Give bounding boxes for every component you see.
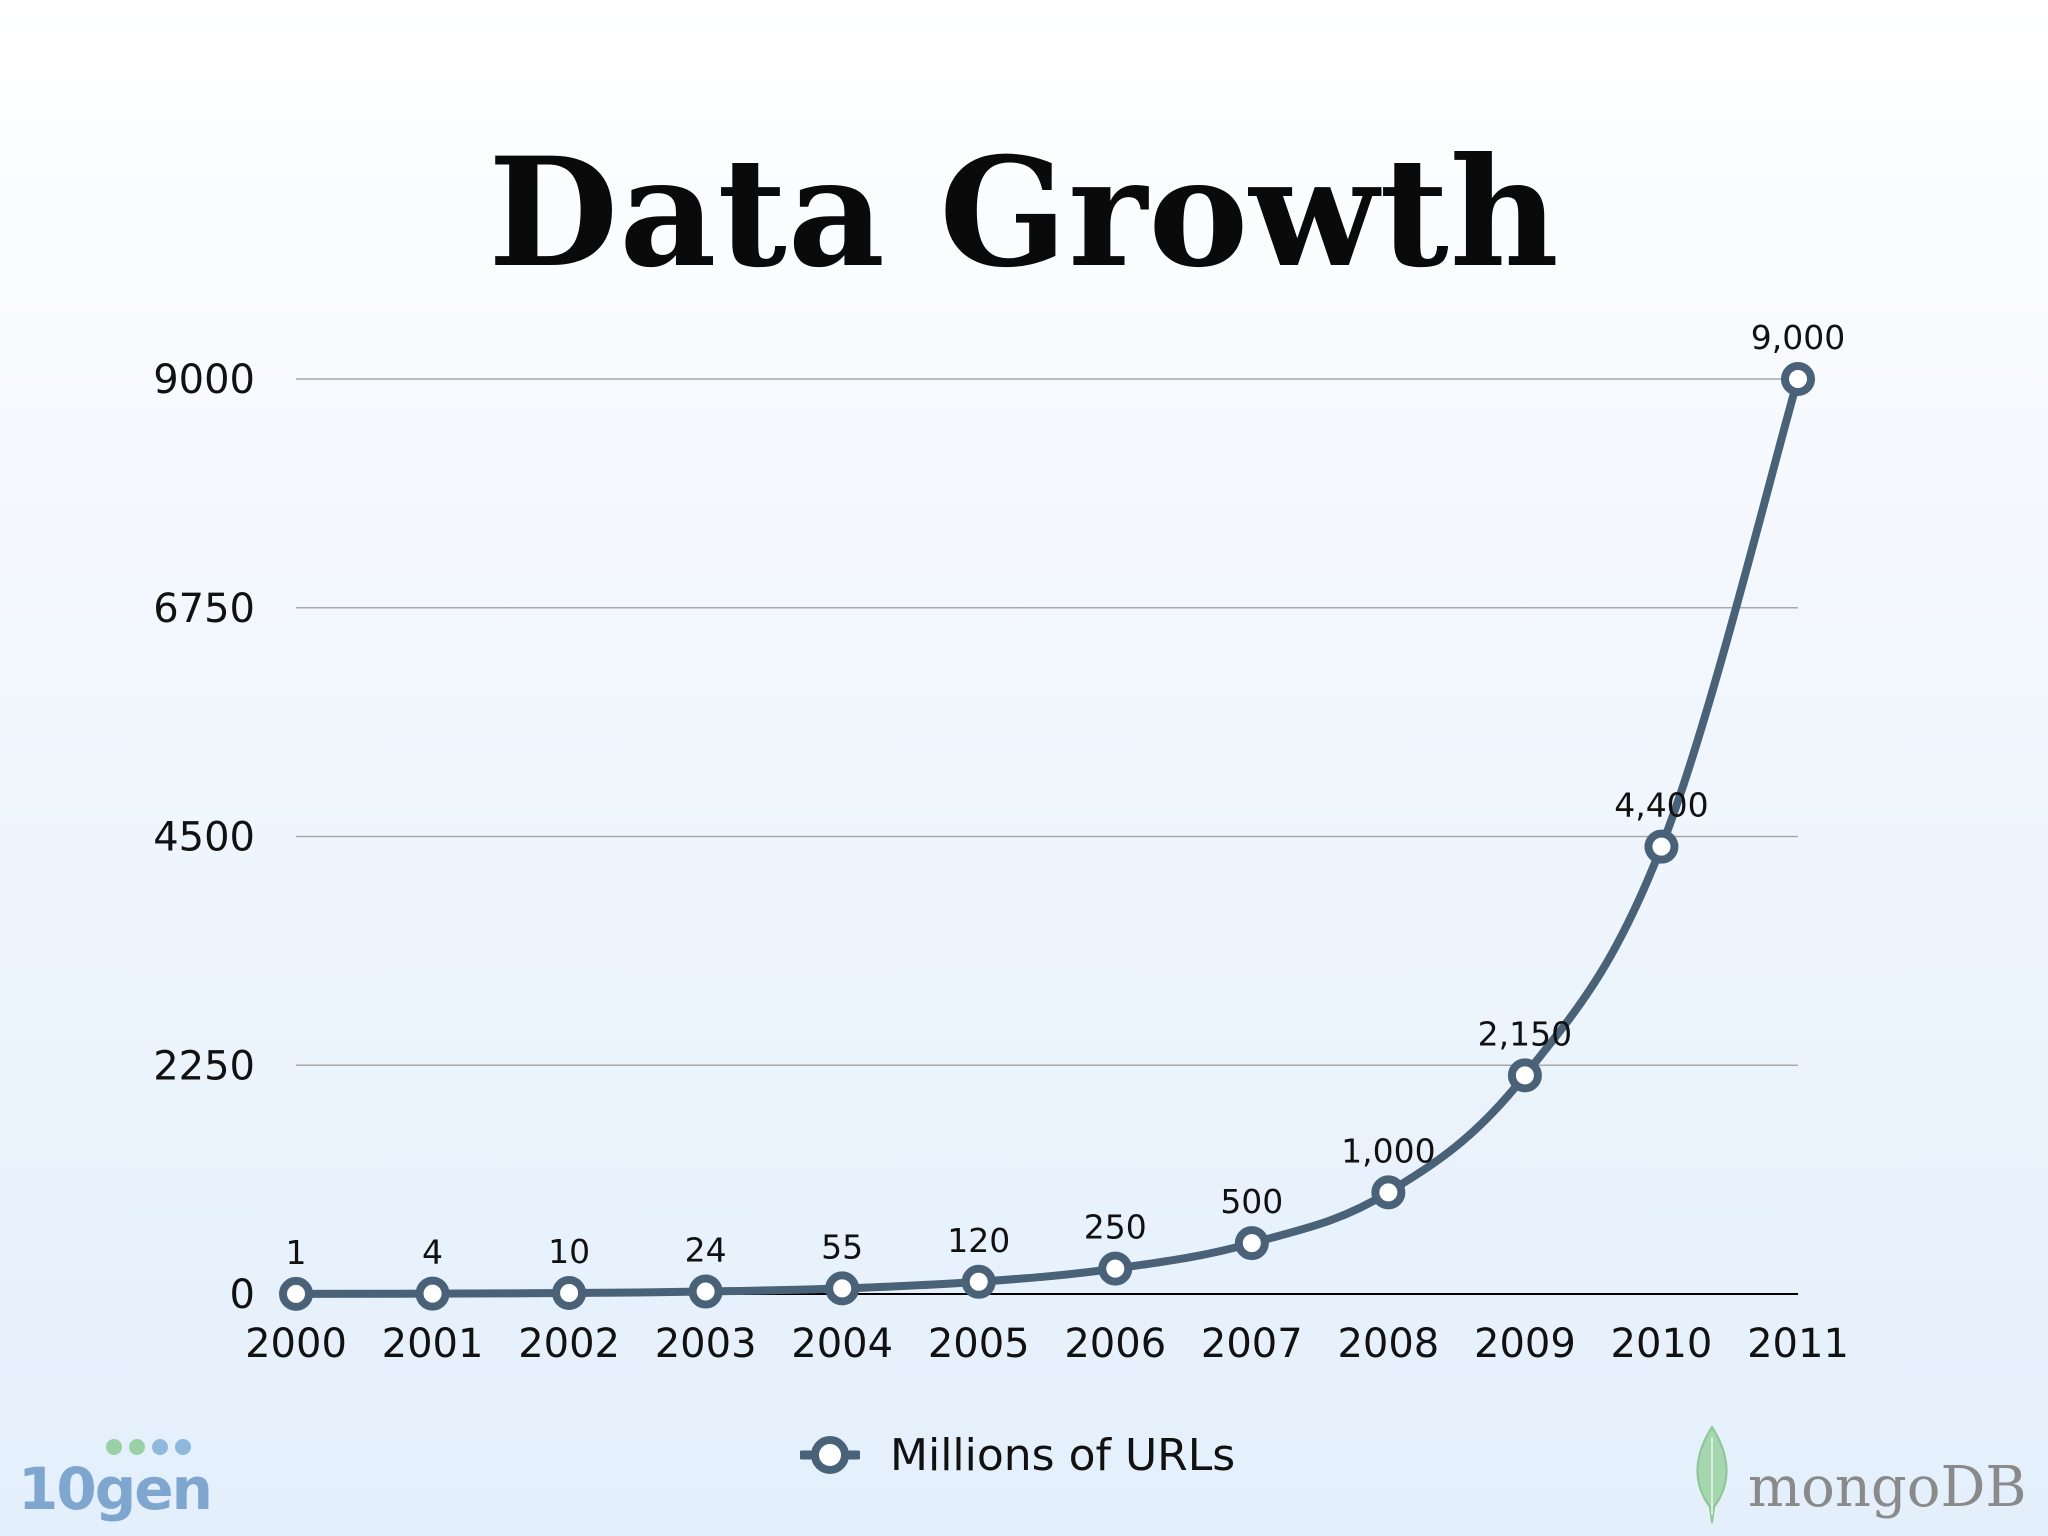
data-point-marker xyxy=(279,1276,313,1311)
x-tick-label: 2007 xyxy=(1201,1321,1303,1367)
data-point-marker xyxy=(1781,362,1815,396)
data-label: 24 xyxy=(685,1231,727,1270)
data-point-marker xyxy=(1234,1226,1269,1261)
legend: Millions of URLs xyxy=(800,1425,1235,1485)
data-point-marker xyxy=(1098,1251,1133,1286)
x-tick-label: 2005 xyxy=(928,1321,1030,1367)
x-tick-label: 2001 xyxy=(382,1321,484,1367)
logo-mongodb-text: mongoDB xyxy=(1748,1455,2027,1520)
x-tick-label: 2009 xyxy=(1474,1321,1576,1367)
gridlines xyxy=(296,378,1798,1066)
data-markers xyxy=(279,362,1815,1311)
data-point-marker xyxy=(688,1274,723,1309)
data-label: 1,000 xyxy=(1341,1131,1435,1170)
data-label: 9,000 xyxy=(1751,318,1845,357)
data-label: 10 xyxy=(548,1232,590,1271)
y-tick-label: 9000 xyxy=(153,357,255,403)
y-tick-label: 2250 xyxy=(153,1043,255,1089)
data-label: 500 xyxy=(1220,1182,1283,1221)
data-label: 2,150 xyxy=(1478,1014,1572,1053)
data-labels: 1 4 10 24 55 120 250 500 1,000 2,150 4,400 9,000 xyxy=(286,318,1846,1272)
mongodb-leaf-icon xyxy=(1696,1425,1728,1524)
x-tick-labels: 2000 2001 2002 2003 2004 2005 2006 2007 2008 2009… xyxy=(245,1321,1849,1367)
data-label: 120 xyxy=(947,1221,1010,1260)
data-label: 4 xyxy=(422,1233,443,1272)
logo-10gen-text: 10gen xyxy=(18,1455,213,1523)
y-tick-label: 6750 xyxy=(153,586,255,632)
data-point-marker xyxy=(1507,1058,1542,1093)
x-tick-label: 2004 xyxy=(791,1321,893,1367)
data-point-marker xyxy=(1644,829,1679,864)
x-tick-label: 2008 xyxy=(1337,1321,1439,1367)
data-label: 4,400 xyxy=(1614,786,1708,825)
data-point-marker xyxy=(961,1264,996,1299)
chart-title: Data Growth xyxy=(488,125,1560,301)
data-label: 55 xyxy=(821,1227,863,1266)
x-tick-label: 2002 xyxy=(518,1321,620,1367)
x-tick-label: 2006 xyxy=(1064,1321,1166,1367)
logo-10gen: 10gen xyxy=(18,1435,218,1525)
legend-label: Millions of URLs xyxy=(890,1429,1236,1481)
data-point-marker xyxy=(825,1271,860,1306)
legend-marker-icon xyxy=(800,1436,860,1474)
y-tick-label: 4500 xyxy=(153,815,255,861)
y-tick-label: 0 xyxy=(230,1272,255,1318)
data-point-marker xyxy=(1371,1175,1406,1210)
x-tick-label: 2003 xyxy=(655,1321,757,1367)
data-point-marker xyxy=(415,1276,450,1311)
data-point-marker xyxy=(552,1275,587,1310)
x-tick-label: 2010 xyxy=(1611,1321,1713,1367)
logo-dots-icon xyxy=(106,1439,191,1455)
data-label: 1 xyxy=(286,1233,307,1272)
x-tick-label: 2000 xyxy=(245,1321,347,1367)
data-label: 250 xyxy=(1084,1208,1147,1247)
x-tick-label: 2011 xyxy=(1747,1321,1849,1367)
y-tick-labels: 0 2250 4500 6750 9000 xyxy=(153,357,255,1318)
logo-mongodb: mongoDB xyxy=(1680,1425,2040,1525)
